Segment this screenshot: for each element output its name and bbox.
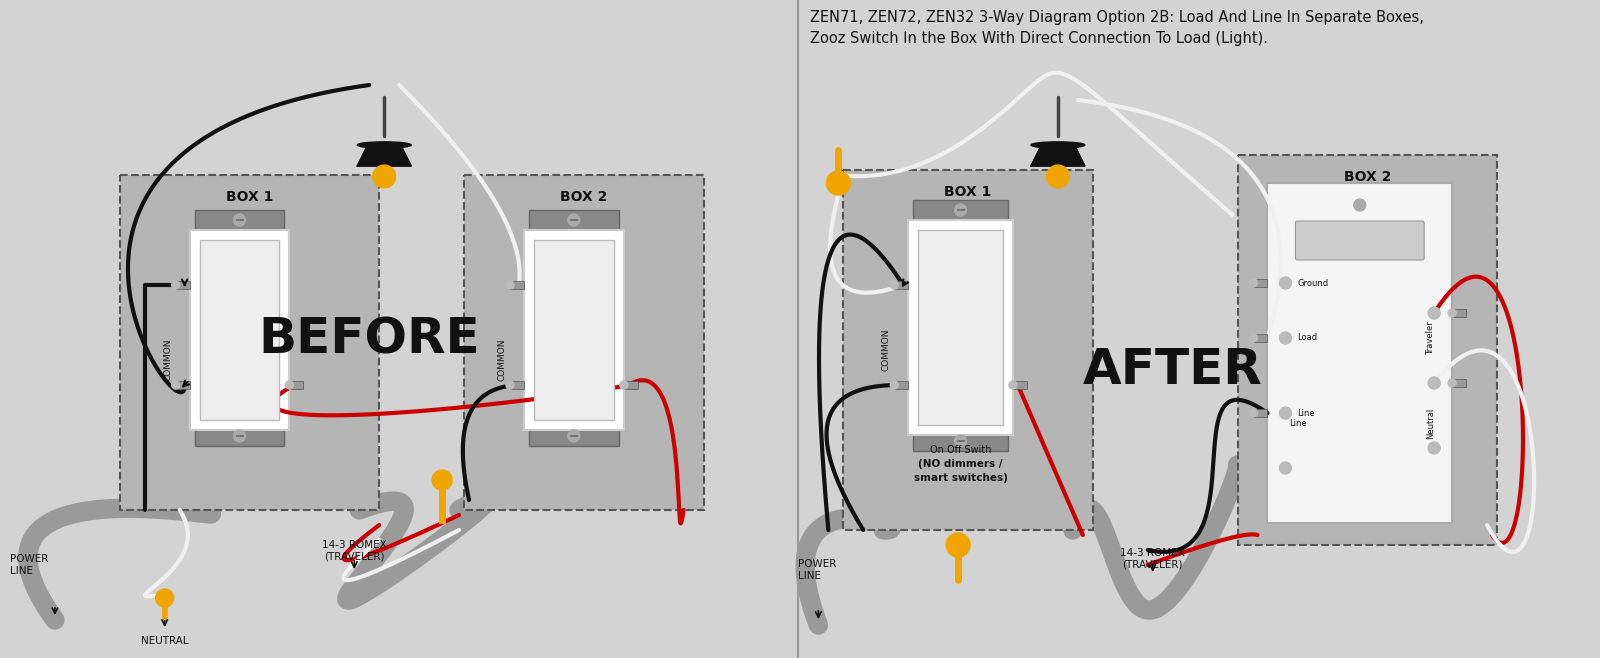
Text: COMMON: COMMON [163, 339, 173, 381]
FancyBboxPatch shape [195, 426, 285, 446]
Text: COMMON: COMMON [498, 339, 507, 381]
FancyBboxPatch shape [290, 381, 304, 389]
Text: Neutral: Neutral [1426, 407, 1435, 439]
Text: Traveler: Traveler [1426, 321, 1435, 355]
FancyBboxPatch shape [1253, 334, 1267, 342]
Text: POWER
LINE: POWER LINE [798, 559, 837, 581]
Circle shape [946, 533, 970, 557]
FancyBboxPatch shape [914, 431, 1008, 451]
Circle shape [155, 589, 174, 607]
Circle shape [1250, 279, 1258, 287]
FancyBboxPatch shape [534, 240, 614, 420]
Circle shape [1429, 307, 1440, 319]
FancyBboxPatch shape [1253, 279, 1267, 287]
Circle shape [373, 165, 395, 188]
FancyBboxPatch shape [176, 281, 190, 289]
FancyBboxPatch shape [1253, 409, 1267, 417]
Text: BOX 1: BOX 1 [226, 190, 274, 204]
FancyBboxPatch shape [1453, 379, 1466, 387]
Text: Line: Line [1298, 409, 1315, 417]
Circle shape [1010, 381, 1018, 389]
Circle shape [432, 470, 453, 490]
Circle shape [890, 381, 898, 389]
Text: BOX 1: BOX 1 [944, 185, 992, 199]
Circle shape [234, 430, 245, 442]
Text: (NO dimmers /: (NO dimmers / [918, 459, 1003, 469]
FancyBboxPatch shape [190, 230, 290, 430]
Text: ZEN71, ZEN72, ZEN32 3-Way Diagram Option 2B: Load And Line In Separate Boxes,
Zo: ZEN71, ZEN72, ZEN32 3-Way Diagram Option… [810, 10, 1424, 46]
Circle shape [171, 381, 179, 389]
FancyBboxPatch shape [894, 381, 909, 389]
Text: COMMON: COMMON [882, 329, 891, 371]
FancyBboxPatch shape [176, 381, 190, 389]
Text: On Off Swith: On Off Swith [930, 445, 992, 455]
Circle shape [1280, 407, 1291, 419]
FancyBboxPatch shape [530, 210, 619, 234]
FancyBboxPatch shape [510, 381, 523, 389]
Ellipse shape [357, 142, 411, 148]
Circle shape [955, 435, 966, 447]
Text: smart switches): smart switches) [914, 473, 1008, 483]
Circle shape [826, 171, 850, 195]
FancyBboxPatch shape [1267, 183, 1453, 523]
FancyBboxPatch shape [1296, 221, 1424, 260]
FancyBboxPatch shape [918, 230, 1003, 425]
Ellipse shape [1030, 142, 1085, 148]
FancyBboxPatch shape [530, 426, 619, 446]
Text: Ground: Ground [1298, 278, 1328, 288]
FancyBboxPatch shape [894, 281, 909, 289]
Polygon shape [1030, 145, 1085, 166]
Circle shape [1250, 409, 1258, 417]
FancyBboxPatch shape [1453, 309, 1466, 317]
FancyBboxPatch shape [195, 210, 285, 234]
FancyBboxPatch shape [914, 200, 1008, 224]
Circle shape [1280, 332, 1291, 344]
Text: AFTER: AFTER [1083, 346, 1262, 394]
FancyBboxPatch shape [464, 175, 704, 510]
Circle shape [1448, 309, 1456, 317]
Circle shape [171, 281, 179, 289]
Text: Load: Load [1298, 334, 1317, 343]
Text: 14-3 ROMEX
(TRAVELER): 14-3 ROMEX (TRAVELER) [1120, 548, 1186, 570]
Polygon shape [357, 145, 411, 166]
Circle shape [568, 430, 579, 442]
Circle shape [506, 281, 514, 289]
FancyBboxPatch shape [200, 240, 280, 420]
Circle shape [955, 204, 966, 216]
FancyBboxPatch shape [624, 381, 638, 389]
FancyBboxPatch shape [909, 220, 1013, 435]
FancyBboxPatch shape [120, 175, 379, 510]
Circle shape [619, 381, 627, 389]
Circle shape [1354, 199, 1366, 211]
Circle shape [234, 214, 245, 226]
Circle shape [1280, 277, 1291, 289]
Text: Line: Line [1290, 418, 1307, 428]
FancyBboxPatch shape [1237, 155, 1498, 545]
Circle shape [1448, 379, 1456, 387]
Circle shape [1280, 462, 1291, 474]
Circle shape [1429, 442, 1440, 454]
Text: NEUTRAL: NEUTRAL [141, 636, 189, 646]
FancyBboxPatch shape [843, 170, 1093, 530]
FancyBboxPatch shape [1013, 381, 1027, 389]
Text: BOX 2: BOX 2 [1344, 170, 1390, 184]
Circle shape [1250, 334, 1258, 342]
Circle shape [1429, 377, 1440, 389]
Circle shape [285, 381, 293, 389]
Circle shape [890, 281, 898, 289]
Text: 14-3 ROMEX
(TRAVELER): 14-3 ROMEX (TRAVELER) [322, 540, 387, 561]
Circle shape [506, 381, 514, 389]
Circle shape [568, 214, 579, 226]
Text: BOX 2: BOX 2 [560, 190, 608, 204]
FancyBboxPatch shape [510, 281, 523, 289]
Text: POWER
LINE: POWER LINE [10, 554, 48, 576]
FancyBboxPatch shape [523, 230, 624, 430]
Text: BEFORE: BEFORE [259, 316, 480, 364]
Circle shape [1046, 165, 1069, 188]
